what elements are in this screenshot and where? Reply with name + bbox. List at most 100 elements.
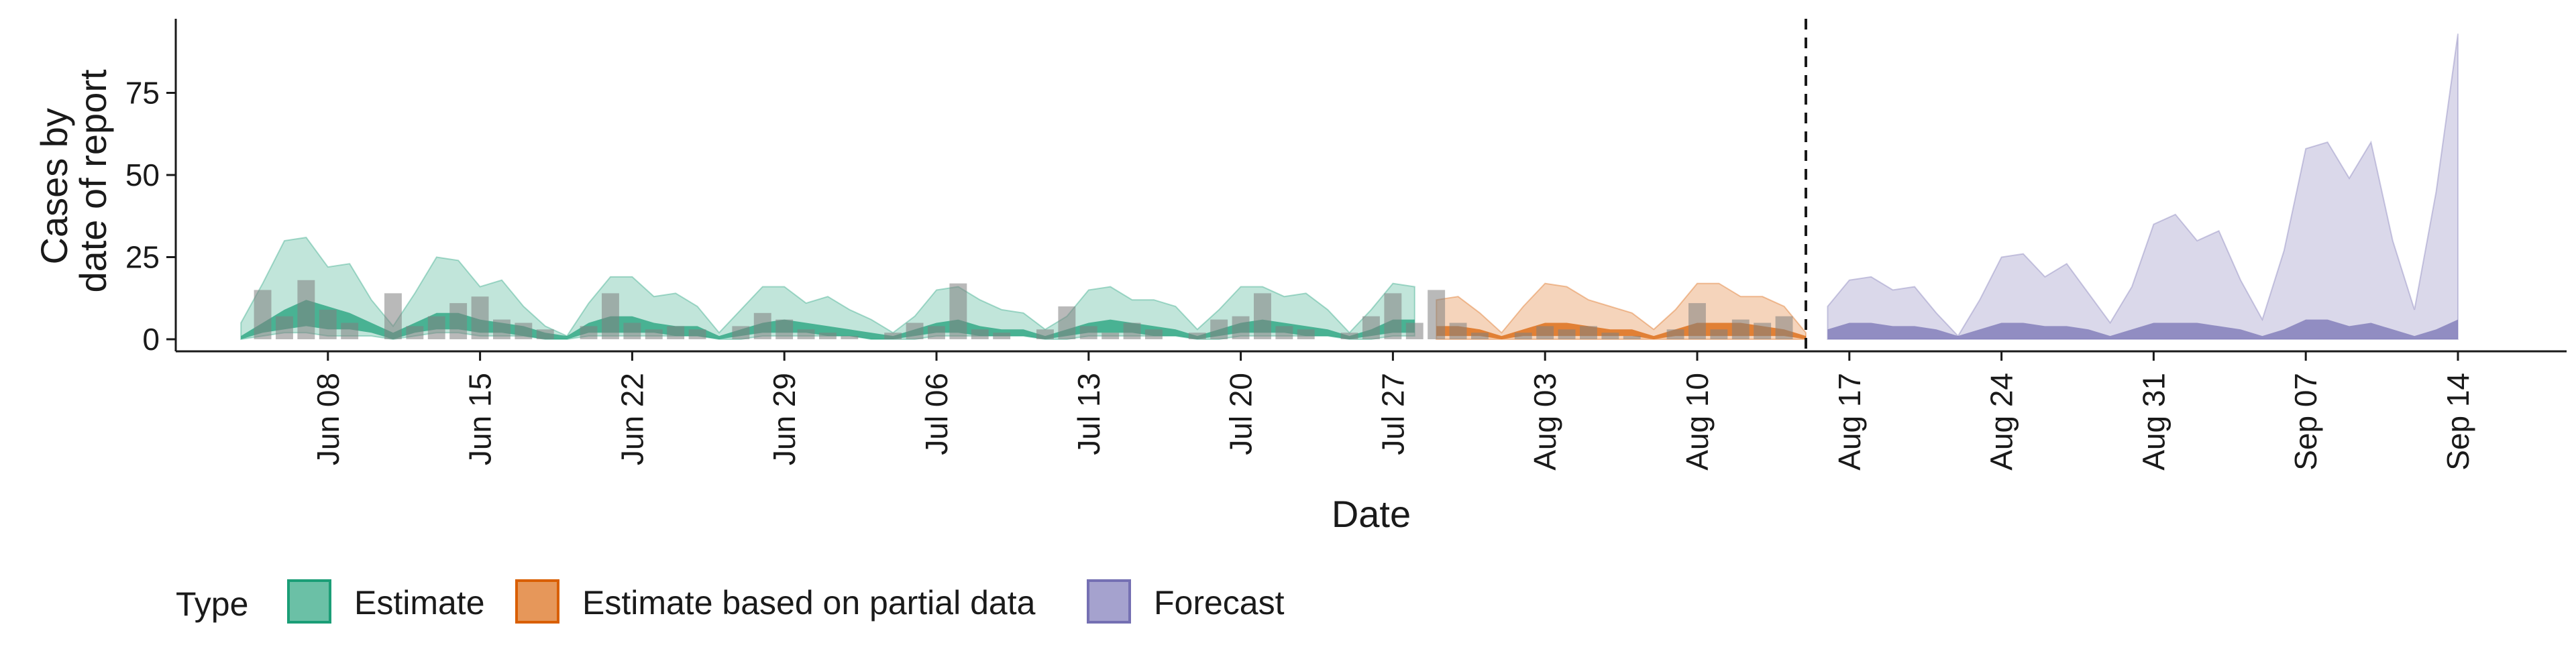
observed-bar — [1558, 329, 1576, 339]
observed-bar — [732, 326, 750, 339]
observed-bar — [928, 326, 945, 339]
y-axis-ticks: 0 25 50 75 — [125, 76, 176, 357]
observed-bar — [493, 319, 511, 339]
observed-bar — [1449, 322, 1467, 339]
x-tick-label: Jul 06 — [919, 373, 954, 455]
x-axis-title: Date — [1332, 493, 1411, 535]
band-outer-forecast — [1827, 34, 2459, 340]
observed-bar — [819, 333, 837, 339]
observed-bar — [1340, 333, 1358, 339]
observed-bar — [341, 322, 359, 339]
observed-bar — [1079, 326, 1097, 339]
x-tick-label: Jun 22 — [614, 373, 649, 465]
x-tick-label: Jul 13 — [1071, 373, 1106, 455]
observed-bar — [1254, 293, 1271, 339]
observed-bar — [906, 322, 924, 339]
observed-bar — [775, 319, 794, 339]
legend-label-estimate: Estimate — [354, 584, 485, 622]
observed-bar — [797, 329, 815, 339]
x-tick-label: Aug 03 — [1527, 373, 1562, 471]
observed-bar — [536, 329, 554, 339]
observed-bar — [1471, 333, 1489, 339]
observed-bar — [1710, 329, 1728, 339]
observed-bar — [1362, 316, 1380, 339]
observed-bar — [688, 329, 706, 339]
x-tick-label: Aug 24 — [1984, 373, 2019, 471]
observed-bar — [515, 322, 533, 339]
observed-bar — [1428, 290, 1446, 339]
observed-bar — [1188, 333, 1206, 339]
observed-bar — [1623, 336, 1641, 339]
observed-bar — [1601, 333, 1619, 339]
observed-bar — [1384, 293, 1402, 339]
observed-bar — [1232, 316, 1250, 339]
x-tick-label: Aug 31 — [2136, 373, 2171, 471]
observed-bar — [384, 293, 402, 339]
observed-bar — [667, 326, 685, 339]
x-tick-label: Jun 08 — [311, 373, 345, 465]
x-axis-ticks: Jun 08 Jun 15 Jun 22 Jun 29 Jul 06 Jul 13 Jul … — [311, 351, 2475, 471]
observed-bar — [971, 329, 989, 339]
observed-bar — [753, 312, 771, 339]
legend-title: Type — [176, 585, 248, 623]
observed-bar — [1754, 322, 1772, 339]
observed-bar — [623, 322, 641, 339]
legend: Type Estimate Estimate based on partial d… — [176, 579, 1285, 624]
observed-bar — [580, 326, 598, 339]
x-tick-label: Sep 14 — [2440, 373, 2475, 471]
y-axis-title: Cases by date of report — [33, 69, 114, 293]
observed-bar — [1514, 333, 1532, 339]
observed-bar — [1210, 319, 1228, 339]
observed-bar — [1536, 326, 1554, 339]
y-axis-title-line-2: date of report — [72, 69, 114, 293]
observed-bar — [1775, 316, 1793, 339]
observed-bar — [427, 316, 445, 339]
y-tick-label: 0 — [142, 322, 160, 357]
observed-bar — [645, 329, 663, 339]
observed-bar — [1666, 329, 1684, 339]
observed-bar — [319, 309, 337, 339]
observed-bar — [841, 336, 859, 339]
observed-bar — [471, 296, 489, 339]
observed-bar — [1731, 319, 1750, 339]
x-tick-label: Aug 17 — [1832, 373, 1867, 471]
observed-bar — [949, 283, 967, 339]
y-tick-label: 50 — [125, 158, 160, 192]
observed-bar — [254, 290, 272, 339]
legend-key-estimate — [287, 579, 331, 624]
observed-bar — [1145, 329, 1163, 339]
observed-bar — [602, 293, 619, 339]
observed-bar — [297, 280, 315, 339]
series-layer — [240, 34, 2459, 341]
x-tick-label: Jun 15 — [463, 373, 498, 465]
x-tick-label: Jun 29 — [767, 373, 802, 465]
observed-bar — [1405, 322, 1424, 339]
legend-label-forecast: Forecast — [1154, 584, 1285, 622]
observed-bar — [993, 333, 1011, 339]
observed-bar — [1102, 333, 1120, 339]
observed-bar — [406, 326, 424, 339]
y-axis-title-line-1: Cases by — [33, 108, 75, 264]
observed-bars-layer — [254, 280, 1793, 339]
observed-bar — [1297, 329, 1315, 339]
y-tick-label: 25 — [125, 240, 160, 275]
observed-bar — [1058, 306, 1076, 339]
observed-bar — [1688, 303, 1706, 339]
observed-bar — [884, 333, 902, 339]
x-tick-label: Aug 10 — [1680, 373, 1715, 471]
observed-bar — [1275, 326, 1293, 339]
legend-label-estimate-based-on-partial-data: Estimate based on partial data — [582, 584, 1036, 622]
observed-bar — [449, 303, 468, 339]
x-tick-label: Jul 27 — [1375, 373, 1410, 455]
observed-bar — [276, 316, 293, 339]
band-inner-forecast — [1827, 319, 2458, 339]
observed-bar — [1123, 322, 1141, 339]
x-tick-label: Sep 07 — [2288, 373, 2323, 471]
observed-bar — [1580, 326, 1597, 339]
x-tick-label: Jul 20 — [1224, 373, 1258, 455]
observed-bar — [1036, 329, 1054, 339]
band-inner-estimate — [241, 300, 1415, 339]
legend-key-forecast — [1087, 579, 1131, 624]
